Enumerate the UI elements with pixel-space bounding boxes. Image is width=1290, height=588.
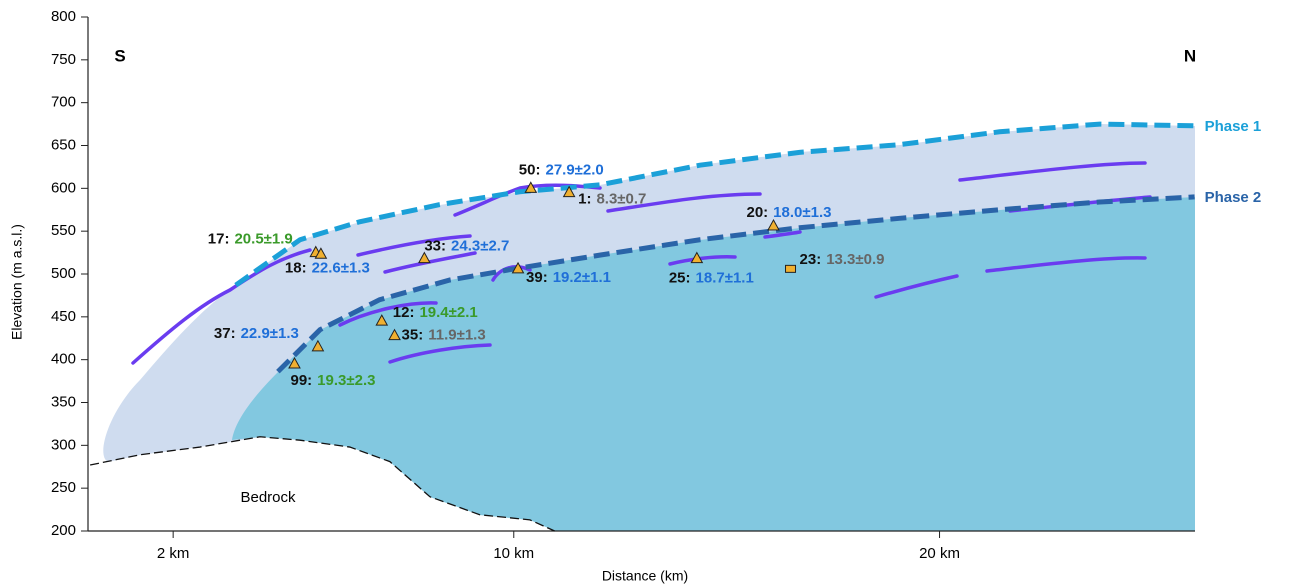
- sample-age: 22.6±1.3: [312, 259, 370, 276]
- sample-id: 35:: [402, 327, 424, 344]
- y-tick-label: 800: [51, 8, 76, 25]
- sample-age: 19.3±2.3: [317, 372, 375, 389]
- y-tick-label: 550: [51, 222, 76, 239]
- sample-label: 17:20.5±1.9: [208, 231, 293, 248]
- sample-label: 18: 22.6±1.3: [285, 259, 370, 276]
- sample-id: 25:: [669, 270, 691, 287]
- chart: Elevation (m a.s.l.) Distance (km) S N B…: [0, 0, 1290, 588]
- sample-age: 19.2±1.1: [553, 269, 611, 286]
- sample-age: 24.3±2.7: [451, 238, 509, 255]
- sample-age: 8.3±0.7: [596, 191, 646, 208]
- sample-id: 33:: [424, 238, 446, 255]
- sample-age: 27.9±2.0: [545, 161, 603, 178]
- y-tick-label: 700: [51, 94, 76, 111]
- legend-label: Phase 1: [1205, 118, 1262, 135]
- sample-label: 35:11.9±1.3: [402, 327, 486, 344]
- sample-id: 20:: [746, 204, 768, 221]
- sample-age: 20.5±1.9: [234, 231, 292, 248]
- sample-label: 50:27.9±2.0: [519, 161, 604, 178]
- sample-label: 23:13.3±0.9: [800, 251, 885, 268]
- sample-label: 12:19.4±2.1: [393, 304, 478, 321]
- y-tick-label: 500: [51, 265, 76, 282]
- sample-id: 39:: [526, 269, 548, 286]
- sample-id: 12:: [393, 304, 415, 321]
- sample-age: 13.3±0.9: [826, 251, 884, 268]
- sample-label: 20: 18.0±1.3: [746, 204, 831, 221]
- y-tick-label: 450: [51, 308, 76, 325]
- y-tick-label: 400: [51, 351, 76, 368]
- sample-age: 18.0±1.3: [773, 204, 831, 221]
- sample-age: 22.9±1.3: [241, 325, 299, 342]
- sample-id: 23:: [800, 251, 822, 268]
- sample-age: 18.7±1.1: [696, 270, 754, 287]
- y-tick-label: 300: [51, 436, 76, 453]
- sample-id: 37:: [214, 325, 236, 342]
- direction-label: N: [1184, 46, 1196, 65]
- sample-label: 99: 19.3±2.3: [290, 372, 375, 389]
- sample-id: 99:: [290, 372, 312, 389]
- sample-label: 25: 18.7±1.1: [669, 270, 754, 287]
- y-axis-title: Elevation (m a.s.l.): [9, 224, 25, 340]
- sample-label: 1: 8.3±0.7: [578, 191, 646, 208]
- sample-id: 50:: [519, 161, 541, 178]
- y-tick-label: 600: [51, 179, 76, 196]
- x-tick-label: 20 km: [919, 545, 960, 562]
- sample-label: 39: 19.2±1.1: [526, 269, 611, 286]
- direction-label: S: [114, 46, 125, 65]
- sample-id: 17:: [208, 231, 230, 248]
- sample-label: 33: 24.3±2.7: [424, 238, 509, 255]
- sample-label: 37: 22.9±1.3: [214, 325, 299, 342]
- sample-id: 1:: [578, 191, 591, 208]
- y-tick-label: 350: [51, 393, 76, 410]
- legend-label: Phase 2: [1205, 189, 1262, 206]
- x-tick-label: 10 km: [493, 545, 534, 562]
- x-tick-label: 2 km: [157, 545, 190, 562]
- bedrock-label: Bedrock: [240, 489, 296, 506]
- y-tick-label: 250: [51, 479, 76, 496]
- sample-id: 18:: [285, 259, 307, 276]
- y-tick-label: 750: [51, 51, 76, 68]
- y-tick-label: 200: [51, 522, 76, 539]
- sample-age: 11.9±1.3: [428, 327, 485, 344]
- y-tick-label: 650: [51, 136, 76, 153]
- x-axis-title: Distance (km): [602, 568, 688, 584]
- sample-age: 19.4±2.1: [419, 304, 477, 321]
- sample-marker: [786, 265, 796, 272]
